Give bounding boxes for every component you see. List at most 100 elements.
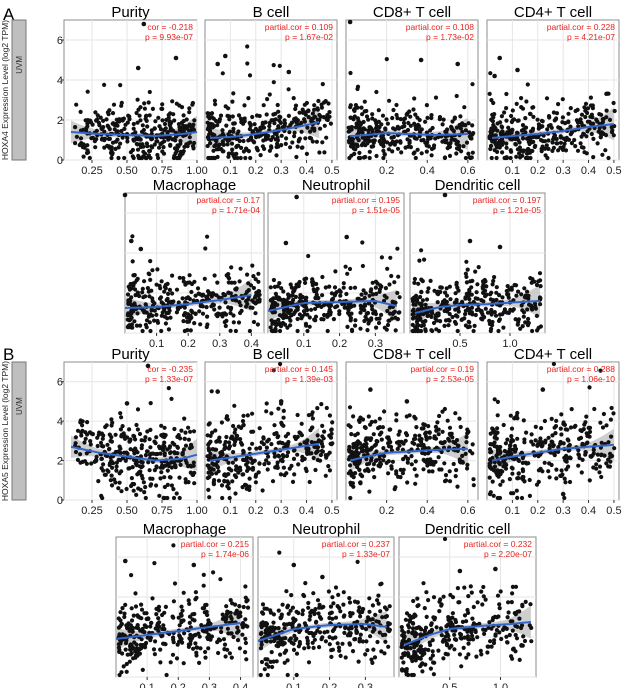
data-point [126, 324, 131, 329]
data-point [277, 114, 282, 119]
data-point [253, 277, 258, 282]
data-point [567, 442, 572, 448]
data-point [496, 328, 501, 334]
data-point [168, 660, 173, 665]
data-point [566, 111, 571, 116]
data-point [347, 405, 353, 410]
data-point [560, 97, 565, 102]
data-point [119, 621, 124, 627]
data-point [143, 485, 148, 490]
data-point [282, 626, 287, 631]
data-point [594, 462, 599, 467]
data-point [335, 641, 340, 646]
data-point [327, 413, 332, 418]
facet-title: Purity [111, 346, 150, 363]
data-point [126, 298, 131, 303]
data-point [352, 599, 358, 604]
data-point [504, 91, 509, 97]
data-point [148, 445, 153, 450]
data-point [251, 285, 256, 291]
data-point [377, 138, 382, 144]
data-point [351, 442, 356, 447]
data-point [322, 312, 327, 318]
data-point [150, 268, 155, 273]
data-point [319, 304, 324, 309]
data-point [378, 609, 383, 614]
data-point [381, 141, 386, 146]
data-point [546, 114, 552, 119]
x-tick-label: 0.3 [368, 338, 383, 350]
data-point [600, 152, 605, 157]
data-point [272, 284, 277, 289]
data-point [412, 649, 417, 654]
data-point [462, 635, 467, 640]
data-point [261, 103, 266, 108]
data-point [436, 427, 441, 432]
stat-p-value: p = 1.21e-05 [493, 205, 541, 215]
data-point [291, 456, 297, 461]
data-point [130, 625, 135, 631]
data-point [417, 124, 422, 129]
data-point [253, 311, 258, 316]
data-point [260, 602, 266, 607]
x-tick-label: 0.5 [324, 505, 339, 517]
data-point [578, 141, 583, 146]
data-point-outlier [191, 562, 197, 568]
data-point [474, 290, 479, 295]
data-point [443, 634, 448, 639]
data-point [349, 432, 354, 437]
data-point [307, 617, 312, 622]
data-point [568, 106, 573, 111]
data-point [368, 634, 373, 639]
data-point [356, 418, 362, 423]
data-point [369, 316, 374, 321]
data-point [569, 141, 575, 146]
data-point [113, 432, 118, 437]
data-point [516, 289, 521, 294]
data-point [142, 279, 147, 284]
data-point [362, 109, 367, 114]
data-point [152, 142, 157, 147]
data-point [284, 136, 289, 141]
data-point [485, 650, 490, 655]
data-point [127, 427, 132, 432]
data-point [277, 550, 282, 555]
data-point [509, 465, 514, 470]
data-point [282, 660, 287, 665]
data-point [162, 289, 167, 294]
data-point [148, 328, 153, 334]
data-point [140, 460, 145, 465]
data-point [199, 623, 204, 628]
data-point [250, 458, 255, 463]
data-point [134, 110, 139, 116]
data-point [135, 613, 140, 618]
data-point [348, 70, 353, 76]
data-point [364, 317, 370, 322]
data-point [73, 449, 79, 455]
data-point [373, 612, 378, 618]
data-point [394, 418, 399, 423]
data-point-outlier [283, 240, 289, 246]
data-point [507, 632, 512, 638]
data-point [166, 306, 171, 311]
data-point [237, 279, 242, 284]
data-point [155, 139, 160, 144]
data-point [243, 155, 248, 161]
data-point [414, 136, 419, 141]
data-point [144, 624, 149, 630]
data-point [310, 410, 315, 415]
data-point-outlier [418, 57, 424, 63]
data-point [222, 642, 228, 647]
data-point [344, 305, 349, 310]
data-point [403, 617, 408, 622]
data-point [135, 450, 140, 455]
data-point [348, 305, 353, 310]
data-point [333, 615, 339, 620]
data-point [231, 313, 236, 318]
data-point [291, 311, 296, 317]
data-point [148, 259, 153, 264]
data-point [360, 445, 365, 450]
data-point [464, 280, 469, 285]
data-point [307, 451, 312, 456]
data-point [587, 425, 593, 430]
